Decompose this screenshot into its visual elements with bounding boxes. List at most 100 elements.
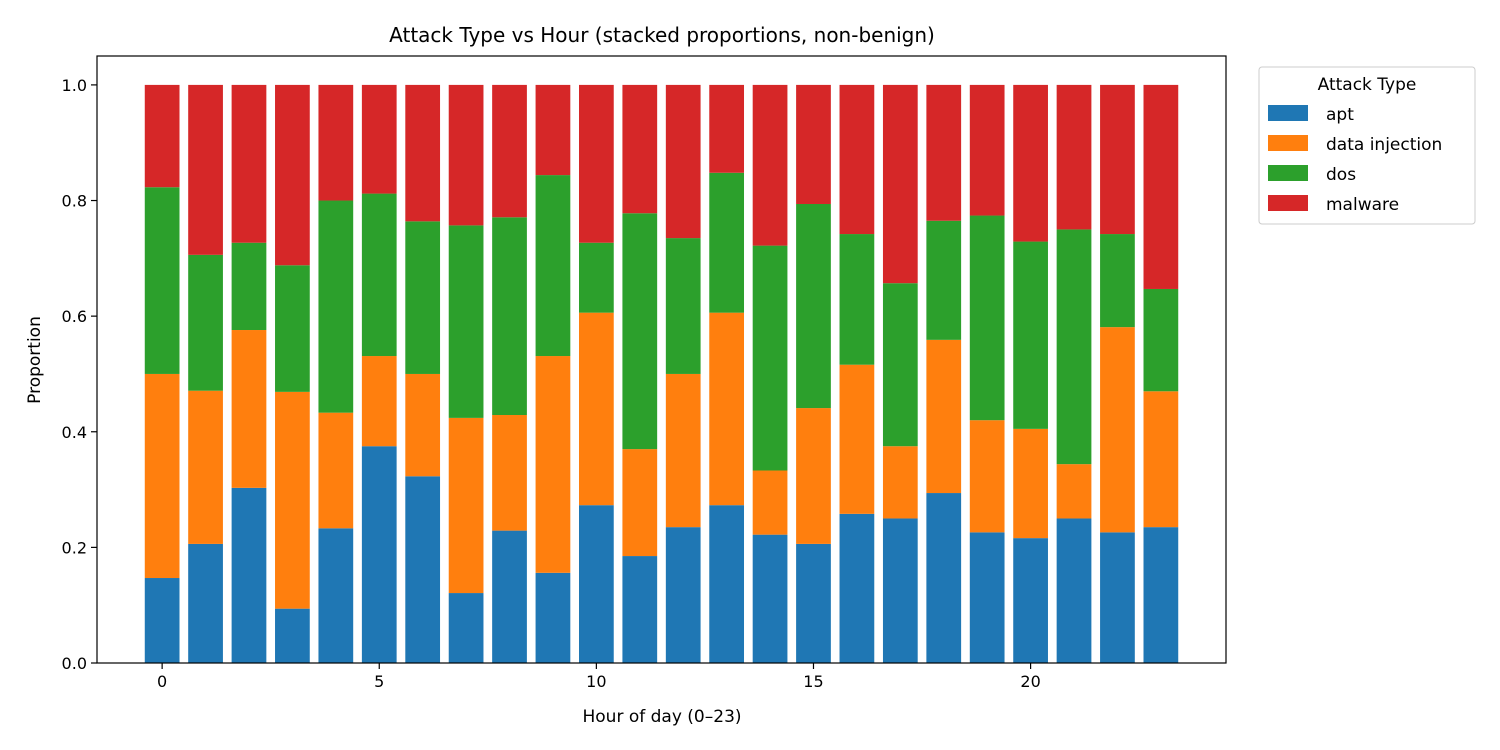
bar-dos-hour-22 (1100, 234, 1135, 328)
bar-malware-hour-1 (188, 84, 223, 255)
bar-data-injection-hour-0 (144, 373, 180, 579)
bar-dos-hour-14 (752, 245, 788, 471)
legend-items: apt data injection dos malware (1268, 105, 1442, 215)
bar-malware-hour-13 (709, 84, 745, 173)
bar-data-injection-hour-20 (1013, 428, 1048, 539)
bar-malware-hour-22 (1100, 84, 1135, 235)
bar-apt-hour-20 (1013, 538, 1048, 663)
bar-apt-hour-12 (665, 527, 701, 663)
bar-data-injection-hour-3 (275, 391, 310, 609)
bar-apt-hour-15 (796, 543, 831, 663)
y-tick-label: 0.6 (62, 307, 87, 326)
bar-malware-hour-4 (318, 84, 354, 201)
chart-title: Attack Type vs Hour (stacked proportions… (389, 23, 935, 47)
bar-apt-hour-19 (969, 532, 1005, 663)
bar-apt-hour-10 (579, 505, 614, 663)
bar-dos-hour-12 (665, 238, 701, 374)
bar-dos-hour-0 (144, 187, 180, 374)
bar-apt-hour-17 (882, 518, 918, 663)
bar-dos-hour-11 (622, 213, 658, 450)
bar-apt-hour-14 (752, 534, 788, 663)
bar-dos-hour-23 (1143, 288, 1179, 392)
bar-apt-hour-7 (448, 593, 484, 663)
legend-label-dos: dos (1326, 165, 1356, 185)
bar-dos-hour-7 (448, 225, 484, 418)
bar-malware-hour-12 (665, 84, 701, 239)
bar-dos-hour-8 (492, 217, 527, 415)
bar-data-injection-hour-10 (579, 312, 614, 506)
bar-dos-hour-1 (188, 254, 223, 391)
bar-data-injection-hour-8 (492, 415, 527, 531)
bar-apt-hour-9 (535, 572, 571, 663)
bar-apt-hour-22 (1100, 532, 1135, 663)
bar-malware-hour-16 (839, 84, 875, 235)
bar-apt-hour-18 (926, 493, 962, 663)
bar-malware-hour-15 (796, 84, 831, 204)
bar-data-injection-hour-11 (622, 449, 658, 557)
bar-dos-hour-17 (882, 283, 918, 447)
bar-apt-hour-13 (709, 505, 745, 663)
bar-dos-hour-16 (839, 234, 875, 365)
x-tick-label: 5 (374, 672, 384, 691)
bar-malware-hour-18 (926, 84, 962, 221)
legend-swatch-apt (1268, 105, 1308, 121)
bar-dos-hour-19 (969, 215, 1005, 421)
bar-dos-hour-15 (796, 203, 831, 409)
bar-data-injection-hour-19 (969, 420, 1005, 533)
bar-apt-hour-11 (622, 556, 658, 663)
bar-data-injection-hour-15 (796, 408, 831, 544)
bar-dos-hour-2 (231, 242, 267, 331)
legend-label-malware: malware (1326, 195, 1399, 215)
bar-data-injection-hour-18 (926, 339, 962, 494)
bar-dos-hour-10 (579, 242, 614, 313)
bar-data-injection-hour-12 (665, 373, 701, 528)
bar-apt-hour-5 (361, 446, 397, 663)
bar-dos-hour-5 (361, 193, 397, 357)
bar-dos-hour-21 (1056, 229, 1092, 465)
x-axis-title: Hour of day (0–23) (582, 707, 741, 727)
x-axis-ticks: 0 5 10 15 20 (157, 663, 1041, 691)
bar-apt-hour-16 (839, 513, 875, 663)
bar-malware-hour-3 (275, 84, 310, 266)
x-tick-label: 0 (157, 672, 167, 691)
bar-malware-hour-5 (361, 84, 397, 194)
bar-malware-hour-17 (882, 84, 918, 284)
legend-box (1258, 66, 1476, 225)
bar-dos-hour-3 (275, 265, 310, 392)
x-tick-label: 15 (803, 672, 823, 691)
bar-malware-hour-9 (535, 84, 571, 176)
bar-malware-hour-8 (492, 84, 527, 218)
bar-dos-hour-20 (1013, 241, 1048, 429)
bar-data-injection-hour-17 (882, 446, 918, 519)
bar-data-injection-hour-9 (535, 356, 571, 573)
bar-malware-hour-6 (405, 84, 441, 222)
bar-data-injection-hour-1 (188, 390, 223, 544)
legend: Attack Type apt data injection dos malware (1258, 66, 1476, 225)
plot-frame (96, 55, 1227, 664)
bar-data-injection-hour-4 (318, 412, 354, 529)
x-tick-label: 10 (586, 672, 606, 691)
legend-swatch-malware (1268, 195, 1308, 211)
bar-malware-hour-7 (448, 84, 484, 226)
bar-malware-hour-23 (1143, 84, 1179, 289)
bar-malware-hour-14 (752, 84, 788, 246)
y-axis-title: Proportion (25, 316, 45, 404)
bar-apt-hour-0 (144, 578, 180, 663)
bar-apt-hour-23 (1143, 527, 1179, 663)
bar-malware-hour-11 (622, 84, 658, 214)
bar-apt-hour-8 (492, 530, 527, 663)
bar-malware-hour-19 (969, 84, 1005, 216)
y-tick-label: 0.0 (62, 654, 87, 673)
bar-apt-hour-1 (188, 543, 223, 663)
bar-data-injection-hour-13 (709, 312, 745, 506)
bar-data-injection-hour-2 (231, 330, 267, 488)
bar-data-injection-hour-5 (361, 356, 397, 447)
bar-malware-hour-20 (1013, 84, 1048, 242)
bar-dos-hour-9 (535, 175, 571, 357)
legend-swatch-data-injection (1268, 135, 1308, 151)
legend-swatch-dos (1268, 165, 1308, 181)
bar-apt-hour-3 (275, 608, 310, 663)
bar-dos-hour-6 (405, 221, 441, 374)
